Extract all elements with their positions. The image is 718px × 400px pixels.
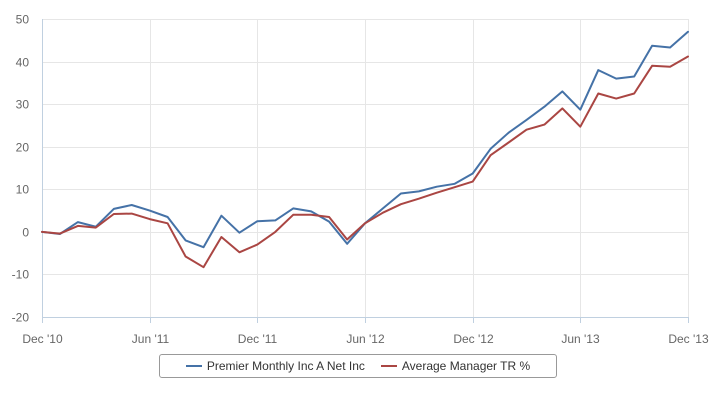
y-tick-label: -20 — [12, 311, 30, 325]
series-lines — [41, 30, 689, 269]
y-tick-label: 30 — [16, 98, 30, 112]
y-tick-label: 0 — [22, 226, 29, 240]
axes — [42, 19, 689, 323]
y-tick-label: 40 — [16, 56, 30, 70]
legend-swatch-series-1 — [185, 365, 202, 367]
legend-label-series-2: Average Manager TR % — [401, 359, 531, 373]
x-tick-label: Jun '13 — [561, 332, 600, 346]
y-tick-label: -10 — [12, 268, 30, 282]
y-tick-label: 10 — [16, 183, 30, 197]
x-tick-label: Dec '10 — [22, 332, 63, 346]
y-tick-label: 50 — [16, 13, 30, 27]
x-tick-label: Jun '12 — [346, 332, 385, 346]
legend-item-series-1[interactable]: Premier Monthly Inc A Net Inc — [185, 359, 365, 373]
x-tick-label: Jun '11 — [132, 332, 170, 346]
legend-swatch-series-2 — [380, 365, 397, 367]
x-axis-tick-labels: Dec '10 Jun '11 Dec '11 Jun '12 Dec '12 Jun '… — [22, 332, 709, 346]
legend: Premier Monthly Inc A Net Inc Average Ma… — [159, 354, 557, 378]
x-tick-label: Dec '13 — [668, 332, 709, 346]
x-tick-label: Dec '11 — [238, 332, 278, 346]
legend-label-series-1: Premier Monthly Inc A Net Inc — [206, 359, 365, 373]
series-line-2 — [41, 55, 689, 269]
y-axis-tick-labels: -20 -10 0 10 20 30 40 50 — [12, 13, 30, 325]
x-tick-label: Dec '12 — [453, 332, 494, 346]
legend-item-series-2[interactable]: Average Manager TR % — [380, 359, 531, 373]
grid — [42, 19, 689, 317]
y-tick-label: 20 — [16, 141, 30, 155]
